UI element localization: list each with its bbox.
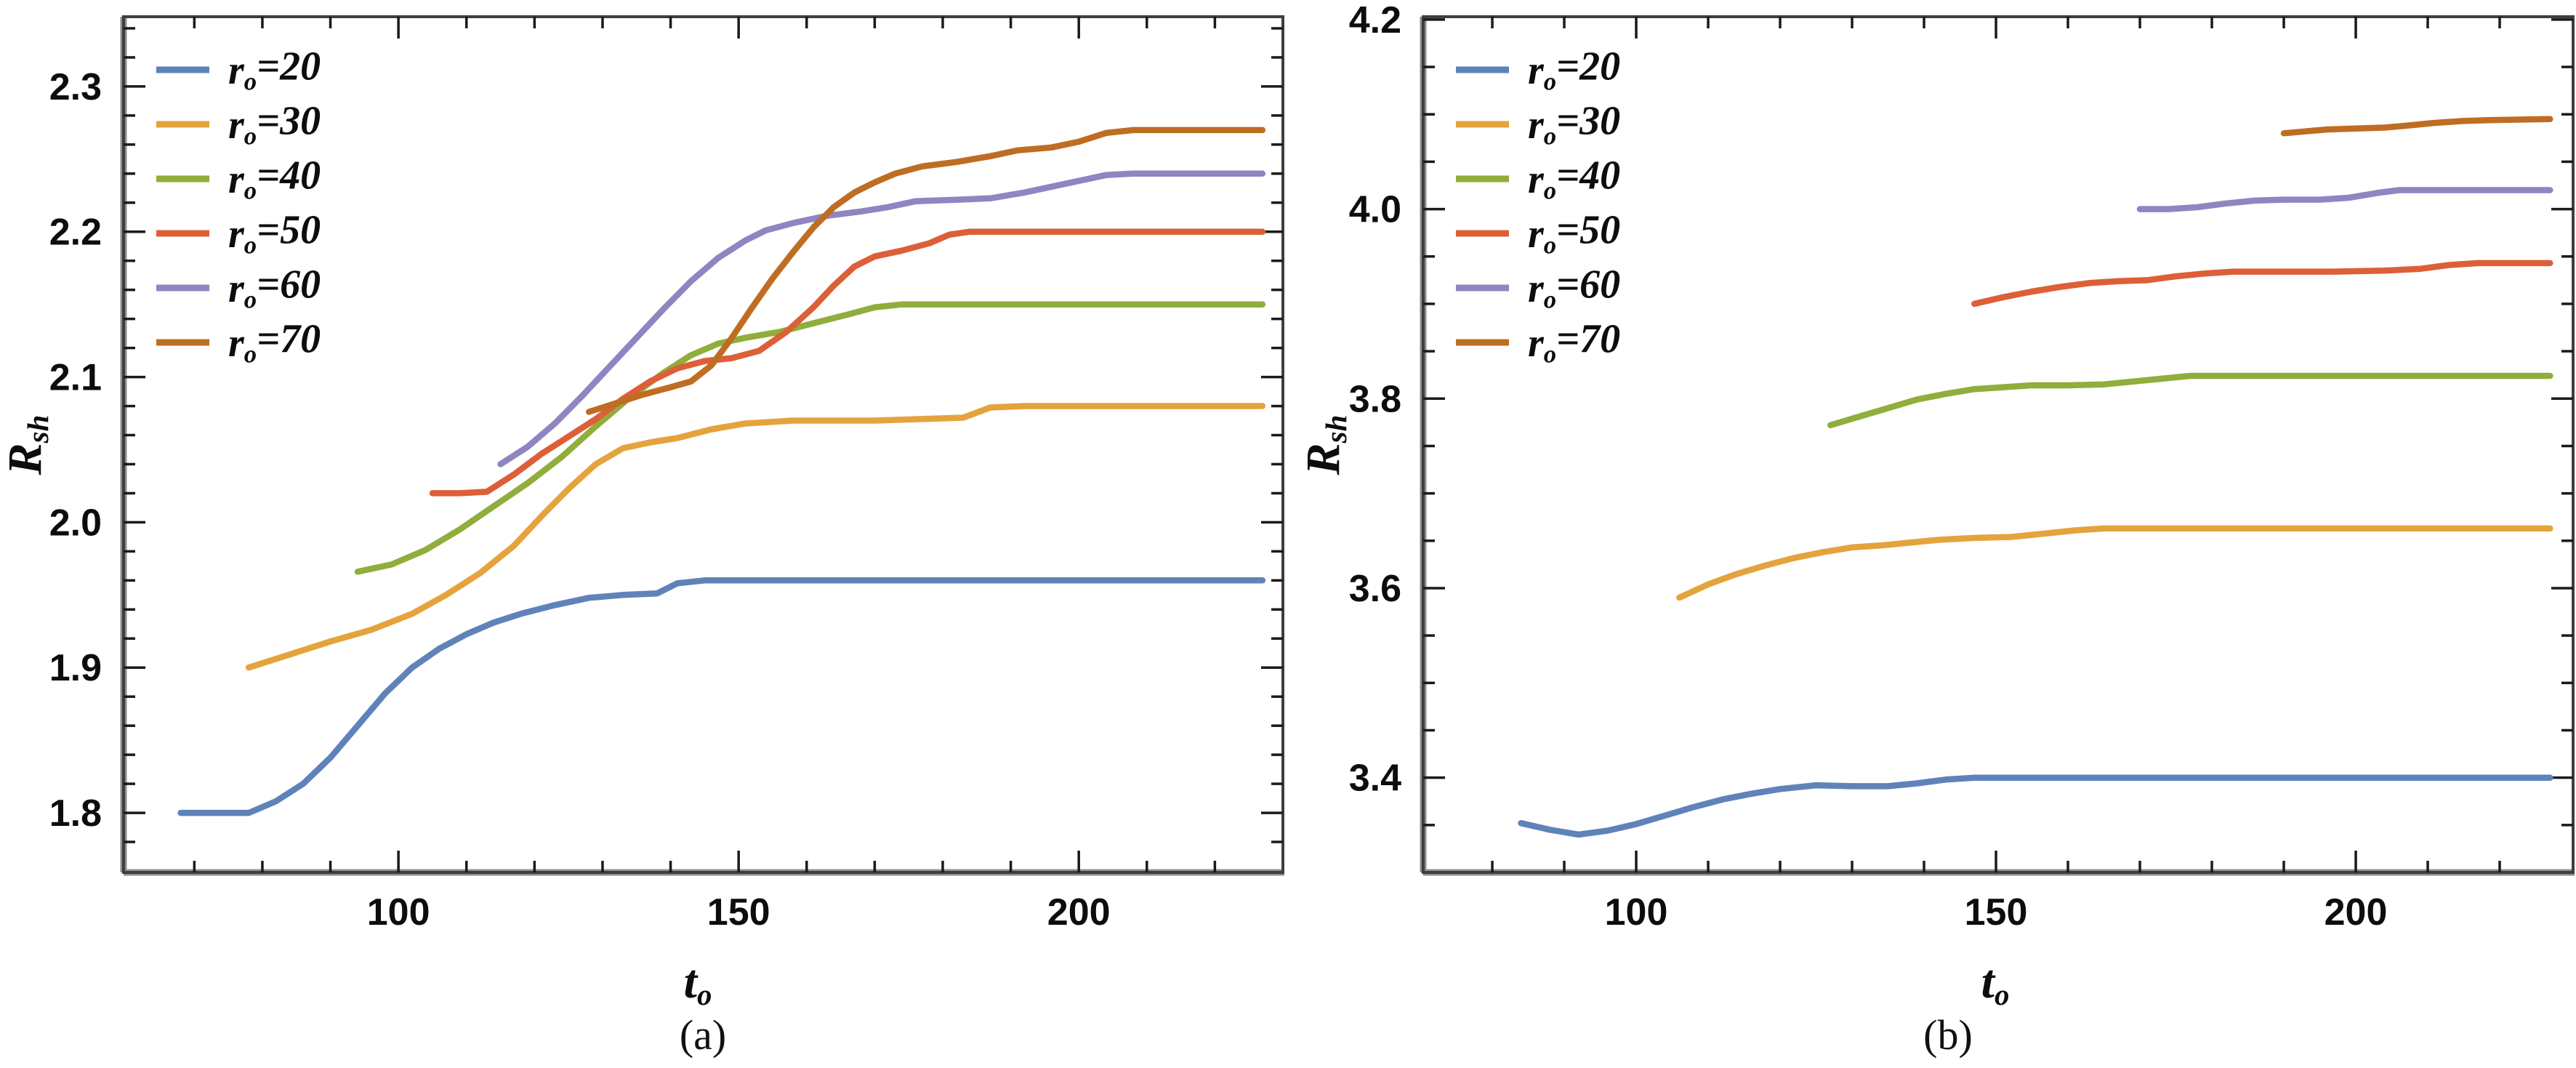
legend-label-r_o=20: ro=20 bbox=[1528, 44, 1620, 96]
legend-label-r_o=60: ro=60 bbox=[228, 262, 321, 314]
legend-label-r_o=60: ro=60 bbox=[1528, 262, 1620, 314]
x-tick-label: 100 bbox=[1605, 891, 1668, 934]
series-line-r_o=40 bbox=[1827, 372, 2553, 429]
y-tick-label: 2.0 bbox=[49, 502, 102, 544]
series-line-r_o=50 bbox=[1971, 260, 2553, 308]
plot-frame bbox=[122, 15, 1284, 874]
legend-label-r_o=50: ro=50 bbox=[228, 208, 321, 260]
panel-b: 100 150 2003.43.63.84.04.2ro=20ro=30ro=40r… bbox=[1297, 0, 2575, 1011]
series-line-r_o=30 bbox=[1676, 525, 2553, 601]
y-tick-label: 2.1 bbox=[49, 357, 102, 399]
y-axis-title: Rsh bbox=[0, 415, 55, 476]
series-line-r_o=40 bbox=[354, 301, 1266, 575]
x-tick-label: 200 bbox=[1047, 891, 1111, 934]
x-tick-label: 100 bbox=[367, 891, 430, 934]
series-line-r_o=50 bbox=[429, 228, 1266, 497]
legend-label-r_o=30: ro=30 bbox=[1528, 99, 1620, 150]
series-line-r_o=70 bbox=[585, 127, 1266, 415]
x-axis-title: to bbox=[684, 955, 712, 1011]
y-tick-label: 1.9 bbox=[49, 647, 102, 689]
series-line-r_o=20 bbox=[1518, 774, 2553, 838]
x-tick-label: 150 bbox=[1965, 891, 2028, 934]
x-tick-label: 150 bbox=[707, 891, 770, 934]
y-tick-label: 3.8 bbox=[1349, 378, 1401, 420]
series-line-r_o=30 bbox=[245, 403, 1266, 671]
panel-b-caption: (b) bbox=[1923, 1011, 1973, 1059]
y-tick-label: 4.2 bbox=[1349, 0, 1401, 41]
y-axis-title: Rsh bbox=[1297, 415, 1353, 476]
y-tick-label: 3.4 bbox=[1349, 758, 1401, 800]
legend-label-r_o=70: ro=70 bbox=[1528, 317, 1620, 369]
legend-label-r_o=40: ro=40 bbox=[1528, 153, 1620, 205]
legend-label-r_o=20: ro=20 bbox=[228, 44, 321, 96]
series-line-r_o=60 bbox=[2136, 187, 2553, 212]
legend-label-r_o=30: ro=30 bbox=[228, 99, 321, 150]
panel-a-caption: (a) bbox=[679, 1011, 727, 1059]
legend-label-r_o=50: ro=50 bbox=[1528, 208, 1620, 260]
y-tick-label: 4.0 bbox=[1349, 189, 1401, 231]
x-axis-title: to bbox=[1981, 955, 2010, 1011]
plot-frame bbox=[1422, 15, 2575, 874]
series-line-r_o=20 bbox=[177, 577, 1266, 816]
legend-label-r_o=70: ro=70 bbox=[228, 317, 321, 369]
y-tick-label: 2.3 bbox=[49, 66, 102, 108]
legend-label-r_o=40: ro=40 bbox=[228, 153, 321, 205]
y-tick-label: 1.8 bbox=[49, 792, 102, 835]
y-tick-label: 2.2 bbox=[49, 212, 102, 254]
series-line-r_o=70 bbox=[2280, 116, 2553, 137]
series-line-r_o=60 bbox=[497, 170, 1266, 467]
x-tick-label: 200 bbox=[2325, 891, 2388, 934]
y-tick-label: 3.6 bbox=[1349, 568, 1401, 610]
